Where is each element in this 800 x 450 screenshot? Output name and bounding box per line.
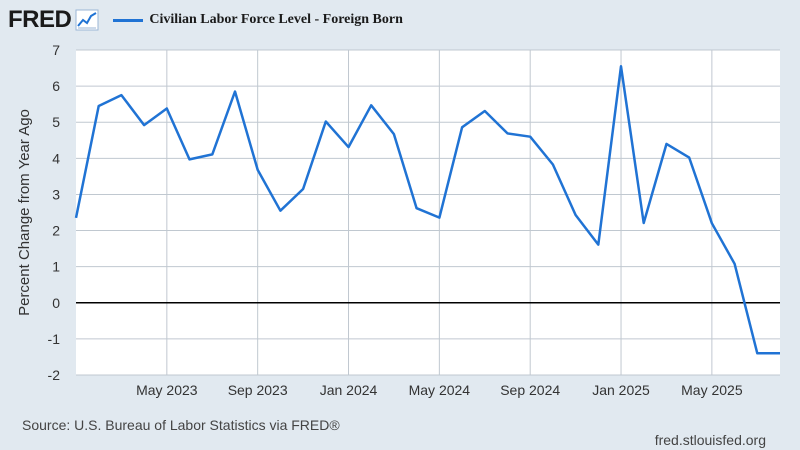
source-note: Source: U.S. Bureau of Labor Statistics … [22, 417, 340, 433]
data-point[interactable] [665, 142, 668, 145]
legend-series-label[interactable]: Civilian Labor Force Level - Foreign Bor… [149, 12, 403, 27]
y-tick-label: -1 [48, 331, 61, 347]
data-point[interactable] [710, 222, 713, 225]
chart-header: FRED Civilian Labor Force Level - Foreig… [8, 6, 403, 34]
y-tick-label: 2 [52, 223, 60, 239]
data-point[interactable] [75, 216, 78, 219]
data-point[interactable] [642, 221, 645, 224]
data-point[interactable] [461, 126, 464, 129]
y-tick-label: 0 [52, 295, 60, 311]
data-point[interactable] [529, 135, 532, 138]
x-tick-label: May 2025 [681, 382, 743, 398]
data-point[interactable] [756, 352, 759, 355]
y-tick-label: 5 [52, 114, 60, 130]
data-point[interactable] [733, 262, 736, 265]
data-point[interactable] [370, 104, 373, 107]
data-point[interactable] [324, 120, 327, 123]
fred-logo[interactable]: FRED [8, 6, 72, 33]
chart-legend: Civilian Labor Force Level - Foreign Bor… [113, 12, 403, 28]
data-point[interactable] [347, 146, 350, 149]
y-tick-label: 3 [52, 186, 60, 202]
data-point[interactable] [279, 209, 282, 212]
data-point[interactable] [438, 216, 441, 219]
data-point[interactable] [233, 90, 236, 93]
y-tick-label: 7 [52, 42, 60, 58]
y-axis-label: Percent Change from Year Ago [16, 109, 33, 316]
y-tick-label: 6 [52, 78, 60, 94]
data-point[interactable] [506, 132, 509, 135]
data-point[interactable] [392, 133, 395, 136]
data-point[interactable] [188, 158, 191, 161]
y-tick-label: -2 [48, 367, 61, 383]
x-tick-label: Jan 2024 [320, 382, 378, 398]
data-point[interactable] [97, 104, 100, 107]
x-tick-label: May 2023 [136, 382, 198, 398]
data-point[interactable] [211, 153, 214, 156]
data-point[interactable] [779, 352, 782, 355]
data-point[interactable] [302, 188, 305, 191]
site-url[interactable]: fred.stlouisfed.org [654, 432, 766, 448]
data-point[interactable] [120, 94, 123, 97]
y-tick-label: 4 [52, 150, 60, 166]
data-point[interactable] [574, 214, 577, 217]
data-point[interactable] [483, 110, 486, 113]
data-point[interactable] [165, 107, 168, 110]
series-line[interactable] [74, 65, 780, 355]
y-tick-label: 1 [52, 259, 60, 275]
x-tick-label: Sep 2024 [500, 382, 560, 398]
trend-line-icon [75, 9, 99, 31]
data-point[interactable] [620, 65, 623, 68]
data-point[interactable] [256, 168, 259, 171]
x-tick-label: May 2024 [409, 382, 471, 398]
data-point[interactable] [551, 163, 554, 166]
data-point[interactable] [143, 124, 146, 127]
data-point[interactable] [597, 243, 600, 246]
x-tick-label: Jan 2025 [592, 382, 650, 398]
legend-swatch [113, 18, 144, 22]
data-point[interactable] [415, 207, 418, 210]
x-tick-label: Sep 2023 [228, 382, 288, 398]
data-point[interactable] [688, 156, 691, 159]
